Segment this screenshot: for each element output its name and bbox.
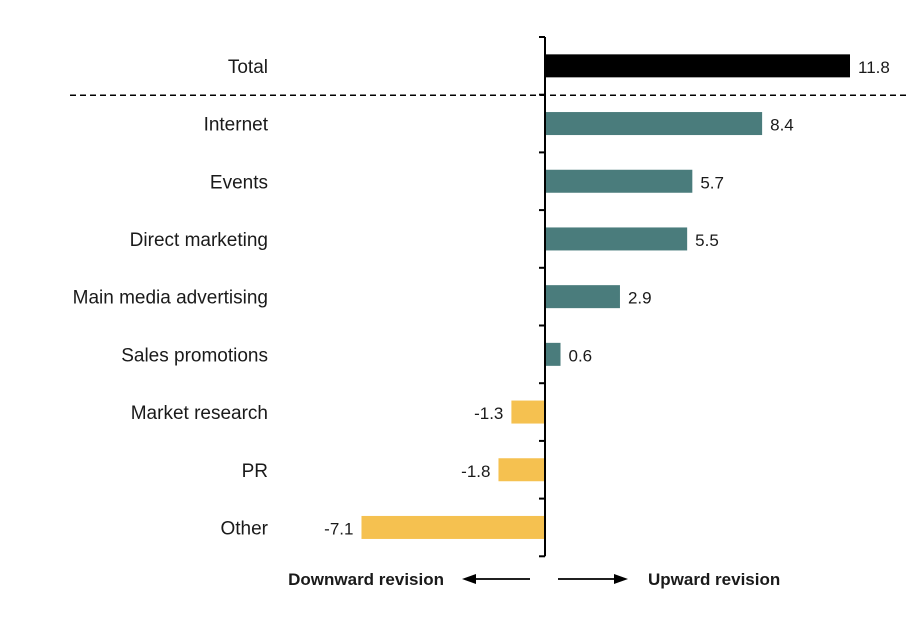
category-label: PR	[242, 461, 268, 482]
data-label: 5.5	[695, 231, 719, 250]
data-label: -7.1	[324, 519, 353, 538]
left-arrow-icon	[462, 574, 476, 584]
bar-7	[511, 400, 545, 424]
bar-4	[545, 227, 688, 251]
data-label: 11.8	[858, 58, 890, 77]
category-label: Other	[220, 518, 268, 539]
bar-2	[545, 112, 763, 136]
data-label: 0.6	[569, 346, 593, 365]
bar-1	[545, 54, 850, 78]
data-label: 5.7	[700, 173, 724, 192]
bar-9	[361, 515, 545, 539]
bar-6	[545, 342, 561, 366]
bar-3	[545, 169, 693, 193]
data-label: 8.4	[770, 116, 794, 135]
data-label: -1.3	[474, 404, 503, 423]
downward-revision-label: Downward revision	[288, 570, 444, 589]
category-label: Internet	[204, 115, 269, 136]
category-label: Total	[228, 57, 268, 78]
category-label: Events	[210, 172, 268, 193]
category-label: Main media advertising	[73, 288, 268, 309]
category-label: Direct marketing	[130, 230, 268, 251]
bar-8	[498, 458, 545, 482]
right-arrow-icon	[614, 574, 628, 584]
bar-5	[545, 285, 620, 309]
category-label: Sales promotions	[121, 345, 268, 366]
data-label: -1.8	[461, 462, 490, 481]
upward-revision-label: Upward revision	[648, 570, 780, 589]
data-label: 2.9	[628, 289, 652, 308]
category-label: Market research	[131, 403, 268, 424]
